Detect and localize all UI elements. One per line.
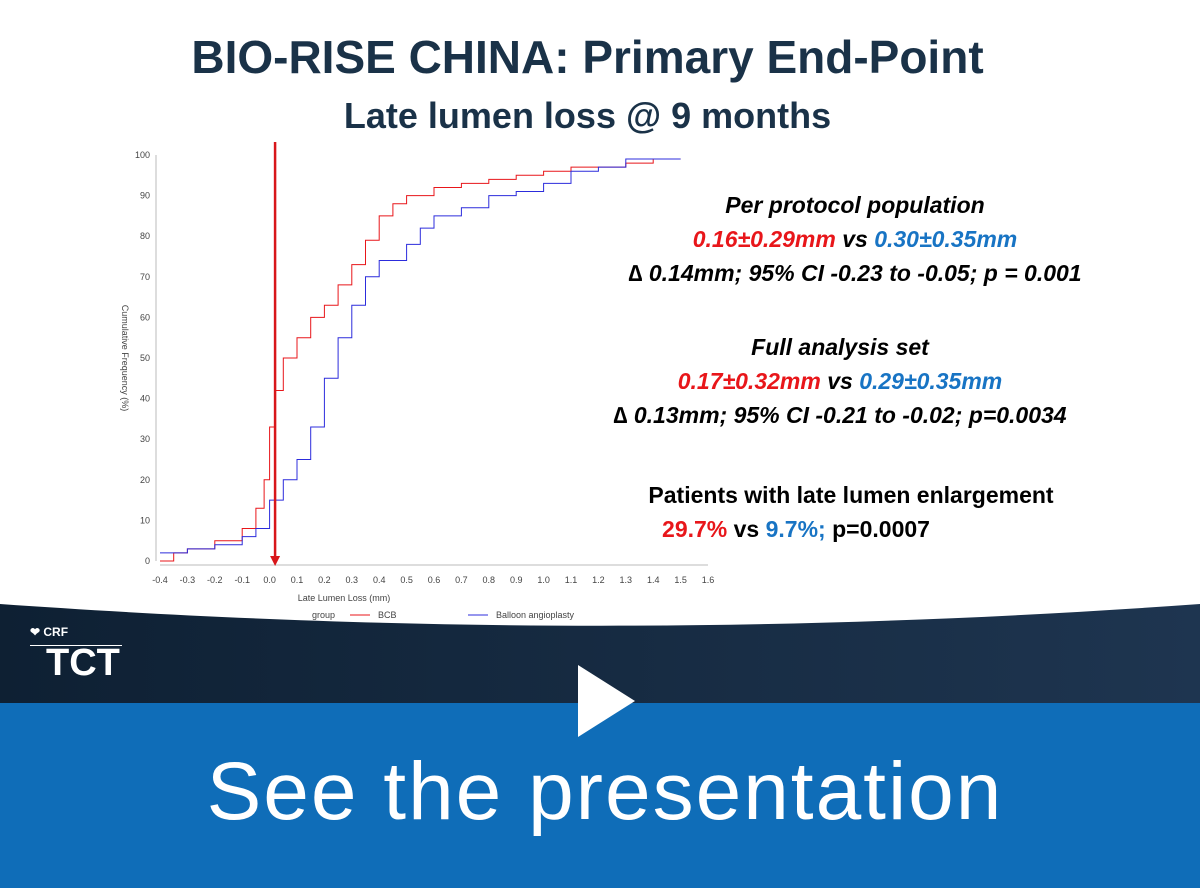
y-tick-label: 0	[145, 556, 150, 566]
per-protocol-heading: Per protocol population	[725, 192, 985, 218]
y-tick-label: 80	[140, 231, 150, 241]
y-tick-label: 50	[140, 353, 150, 363]
enlargement-block: Patients with late lumen enlargement 29.…	[556, 478, 1146, 546]
full-analysis-block: Full analysis set 0.17±0.32mm vs 0.29±0.…	[545, 330, 1135, 432]
x-tick-label: 0.6	[428, 575, 441, 585]
y-tick-label: 60	[140, 312, 150, 322]
x-tick-label: 1.0	[537, 575, 550, 585]
y-tick-label: 10	[140, 515, 150, 525]
enlargement-balloon-value: 9.7%;	[765, 516, 826, 542]
y-tick-label: 20	[140, 475, 150, 485]
enlargement-bcb-value: 29.7%	[662, 516, 728, 542]
series-line-balloon	[160, 158, 681, 554]
full-analysis-heading: Full analysis set	[751, 334, 929, 360]
x-tick-label: 1.4	[647, 575, 660, 585]
x-tick-label: 0.2	[318, 575, 331, 585]
x-tick-label: 0.4	[373, 575, 386, 585]
x-tick-label: -0.1	[234, 575, 250, 585]
legend-entry: Balloon angioplasty	[496, 610, 575, 620]
y-tick-label: 90	[140, 191, 150, 201]
x-tick-label: 1.1	[565, 575, 578, 585]
crf-logo: ❤︎ CRF	[30, 625, 69, 639]
enlargement-p-value: p=0.0007	[832, 516, 930, 542]
x-tick-label: -0.4	[152, 575, 168, 585]
x-tick-label: 1.6	[702, 575, 715, 585]
per-protocol-stats: ∆ 0.14mm; 95% CI -0.23 to -0.05; p = 0.0…	[628, 260, 1082, 286]
full-analysis-balloon-value: 0.29±0.35mm	[859, 368, 1003, 394]
legend-title: group	[312, 610, 335, 620]
slide-subtitle: Late lumen loss @ 9 months	[343, 95, 832, 136]
legend-entry: BCB	[378, 610, 397, 620]
enlargement-heading: Patients with late lumen enlargement	[648, 482, 1054, 508]
x-tick-label: 0.3	[346, 575, 359, 585]
x-tick-label: 0.1	[291, 575, 304, 585]
x-tick-label: 0.8	[483, 575, 496, 585]
x-axis-label: Late Lumen Loss (mm)	[298, 593, 391, 603]
x-tick-label: 1.3	[620, 575, 633, 585]
tct-logo: TCT	[46, 642, 120, 684]
slide: BIO-RISE CHINA: Primary End-Point Late l…	[120, 31, 1150, 620]
y-tick-label: 70	[140, 272, 150, 282]
x-tick-label: 0.0	[263, 575, 276, 585]
x-tick-label: 0.9	[510, 575, 523, 585]
per-protocol-bcb-value: 0.16±0.29mm	[692, 226, 836, 252]
cumulative-frequency-chart: -0.4 -0.3 -0.2 -0.1 0.0 0.1 0.2 0.3 0.4 0.5 0.6 0.7…	[120, 142, 715, 620]
per-protocol-block: Per protocol population 0.16±0.29mm vs 0…	[560, 188, 1150, 290]
x-tick-label: 0.7	[455, 575, 468, 585]
enlargement-vs: vs	[733, 516, 760, 542]
x-tick-label: 1.2	[592, 575, 605, 585]
enlargement-values: 29.7% vs 9.7%; p=0.0007	[446, 512, 1146, 546]
y-axis-label: Cumulative Frequency (%)	[120, 305, 130, 412]
per-protocol-balloon-value: 0.30±0.35mm	[874, 226, 1018, 252]
full-analysis-vs: vs	[827, 368, 853, 394]
x-tick-label: 0.5	[400, 575, 413, 585]
see-presentation-label[interactable]: See the presentation	[206, 746, 1004, 837]
full-analysis-values: 0.17±0.32mm vs 0.29±0.35mm	[545, 364, 1135, 398]
reference-arrow-head	[270, 556, 281, 566]
y-tick-label: 40	[140, 394, 150, 404]
x-tick-label: -0.3	[180, 575, 196, 585]
y-tick-label: 100	[135, 150, 150, 160]
x-tick-label: -0.2	[207, 575, 223, 585]
full-analysis-bcb-value: 0.17±0.32mm	[677, 368, 821, 394]
per-protocol-vs: vs	[842, 226, 868, 252]
x-tick-label: 1.5	[674, 575, 687, 585]
logo-divider	[30, 645, 122, 646]
per-protocol-values: 0.16±0.29mm vs 0.30±0.35mm	[560, 222, 1150, 256]
y-tick-label: 30	[140, 434, 150, 444]
slide-title: BIO-RISE CHINA: Primary End-Point	[191, 31, 984, 83]
full-analysis-stats: ∆ 0.13mm; 95% CI -0.21 to -0.02; p=0.003…	[613, 402, 1067, 428]
